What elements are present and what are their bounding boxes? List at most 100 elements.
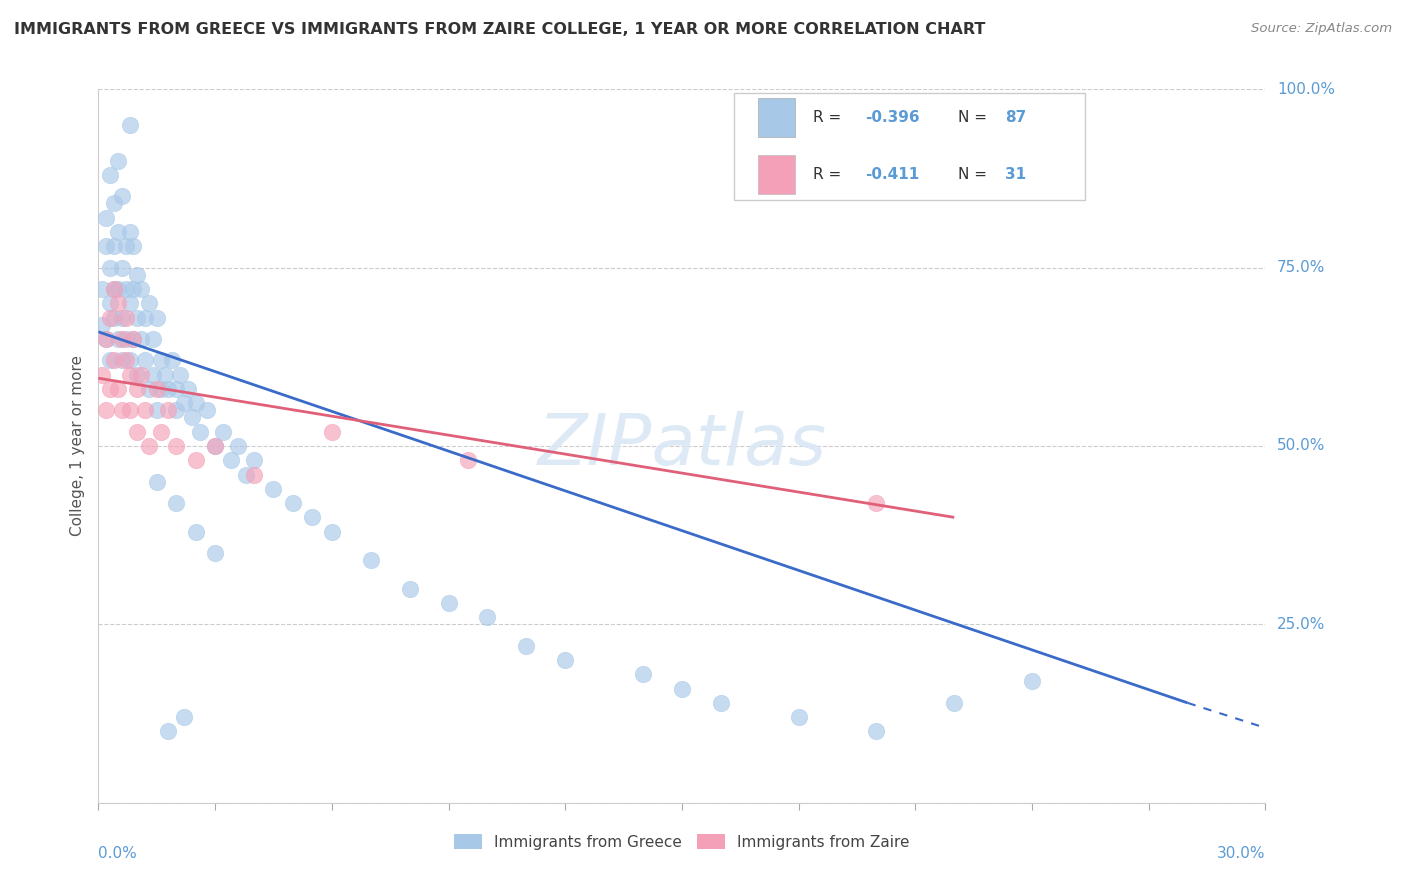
Point <box>162 353 184 368</box>
Point <box>146 382 169 396</box>
Point <box>98 168 121 182</box>
Point <box>122 332 145 346</box>
Point <box>195 403 218 417</box>
Point <box>321 524 343 539</box>
Point <box>129 332 152 346</box>
Point <box>118 118 141 132</box>
Point <box>122 239 145 253</box>
Point <box>138 382 160 396</box>
Point <box>107 282 129 296</box>
Point <box>943 696 966 710</box>
Point <box>281 496 304 510</box>
Point <box>188 425 211 439</box>
Text: N =: N = <box>959 111 993 125</box>
Point <box>118 296 141 310</box>
Point <box>114 332 136 346</box>
Point <box>118 353 141 368</box>
Point <box>437 596 460 610</box>
Point <box>111 260 134 275</box>
Point <box>235 467 257 482</box>
Point <box>173 710 195 724</box>
Point <box>204 546 226 560</box>
Point <box>146 475 169 489</box>
Point <box>114 353 136 368</box>
Point <box>129 282 152 296</box>
Point <box>107 225 129 239</box>
Text: N =: N = <box>959 168 993 182</box>
Point <box>114 239 136 253</box>
Point <box>243 467 266 482</box>
Point <box>103 239 125 253</box>
Text: R =: R = <box>813 168 846 182</box>
Point <box>91 318 114 332</box>
Point <box>98 382 121 396</box>
Text: 75.0%: 75.0% <box>1277 260 1326 275</box>
Text: 100.0%: 100.0% <box>1277 82 1336 96</box>
Point <box>149 353 172 368</box>
Point <box>321 425 343 439</box>
Text: 31: 31 <box>1005 168 1026 182</box>
Point <box>184 524 207 539</box>
Point <box>1021 674 1043 689</box>
Point <box>134 353 156 368</box>
Point <box>165 382 187 396</box>
Point <box>111 332 134 346</box>
Point <box>103 282 125 296</box>
Point <box>184 396 207 410</box>
Point <box>787 710 810 724</box>
Point <box>127 425 149 439</box>
Point <box>146 310 169 325</box>
Point <box>103 282 125 296</box>
Point <box>142 332 165 346</box>
Point <box>165 403 187 417</box>
Point <box>262 482 284 496</box>
Point <box>710 696 733 710</box>
Point <box>98 310 121 325</box>
Point <box>865 496 887 510</box>
Point <box>107 296 129 310</box>
Text: 0.0%: 0.0% <box>98 846 138 861</box>
Point <box>138 296 160 310</box>
Point <box>122 332 145 346</box>
Point <box>212 425 235 439</box>
Point <box>127 268 149 282</box>
Point <box>98 260 121 275</box>
Point <box>149 425 172 439</box>
Point <box>127 382 149 396</box>
Point <box>96 332 118 346</box>
Point <box>134 403 156 417</box>
Point <box>398 582 420 596</box>
Point <box>118 368 141 382</box>
Point <box>96 403 118 417</box>
Y-axis label: College, 1 year or more: College, 1 year or more <box>70 356 86 536</box>
Point <box>146 403 169 417</box>
Point <box>157 724 180 739</box>
Point <box>91 282 114 296</box>
Point <box>165 496 187 510</box>
Point <box>138 439 160 453</box>
Point <box>111 310 134 325</box>
Point <box>107 153 129 168</box>
Point <box>107 332 129 346</box>
Text: -0.396: -0.396 <box>865 111 920 125</box>
Point <box>103 196 125 211</box>
Point <box>204 439 226 453</box>
Point <box>122 282 145 296</box>
Point <box>180 410 202 425</box>
Point <box>107 382 129 396</box>
Text: 25.0%: 25.0% <box>1277 617 1326 632</box>
Point <box>96 332 118 346</box>
Point <box>219 453 242 467</box>
Point <box>91 368 114 382</box>
Point <box>169 368 191 382</box>
Point <box>228 439 250 453</box>
FancyBboxPatch shape <box>734 93 1084 200</box>
Text: 87: 87 <box>1005 111 1026 125</box>
Legend: Immigrants from Greece, Immigrants from Zaire: Immigrants from Greece, Immigrants from … <box>449 828 915 855</box>
Point <box>118 225 141 239</box>
Point <box>153 368 176 382</box>
Text: 50.0%: 50.0% <box>1277 439 1326 453</box>
Text: -0.411: -0.411 <box>865 168 920 182</box>
FancyBboxPatch shape <box>758 155 796 194</box>
Point <box>111 403 134 417</box>
